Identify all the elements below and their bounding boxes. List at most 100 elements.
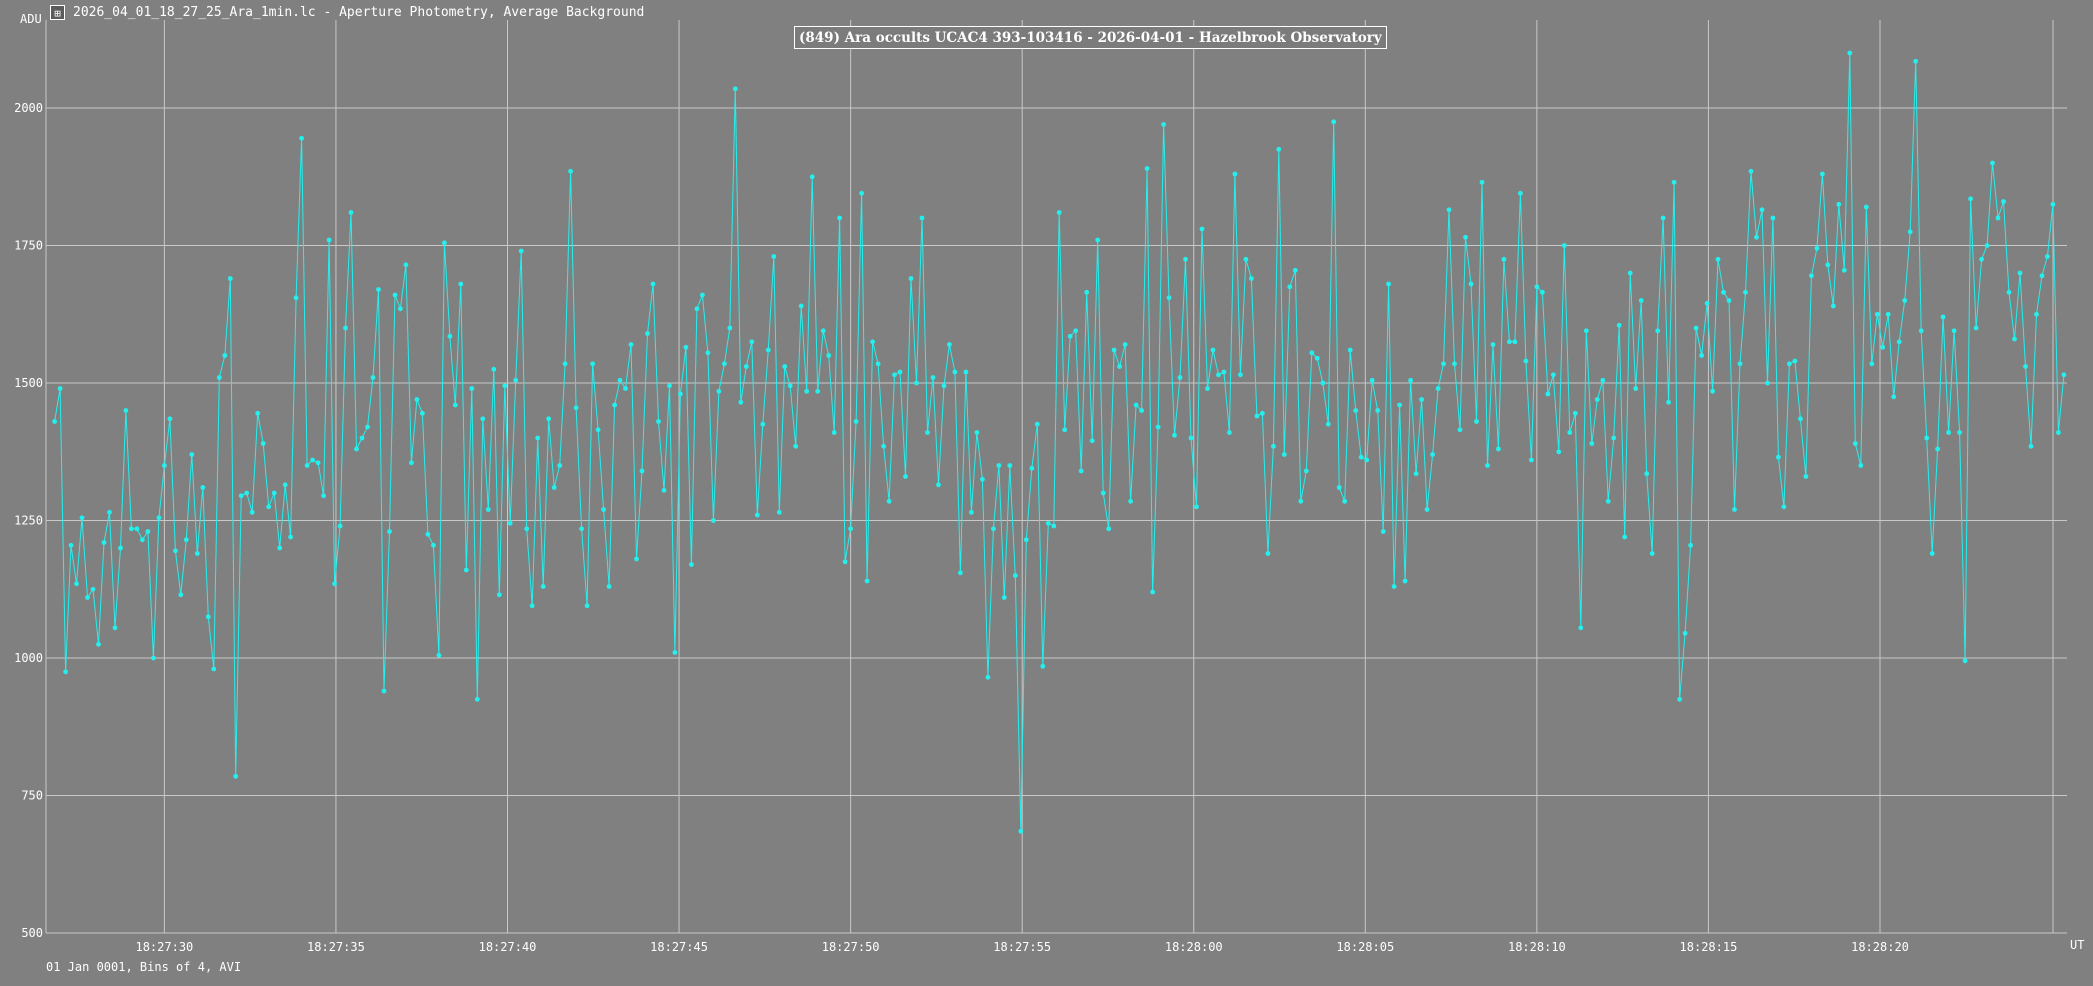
data-point xyxy=(1540,289,1545,295)
data-point xyxy=(1232,171,1238,177)
data-point xyxy=(727,325,733,331)
data-point xyxy=(925,430,930,435)
data-point xyxy=(628,342,634,347)
grid-lines xyxy=(46,20,2067,934)
data-point xyxy=(1243,256,1249,262)
data-point xyxy=(1095,237,1101,243)
data-point xyxy=(793,443,799,449)
data-point xyxy=(74,581,79,587)
data-point xyxy=(1885,311,1891,317)
data-point xyxy=(892,372,897,378)
data-point xyxy=(1111,347,1117,353)
data-point xyxy=(1644,471,1650,477)
data-point xyxy=(173,548,178,554)
data-point xyxy=(903,474,908,479)
data-point xyxy=(156,515,162,521)
data-point xyxy=(1518,190,1523,196)
data-point xyxy=(310,457,315,463)
data-point xyxy=(1880,344,1886,350)
data-point xyxy=(1874,311,1880,317)
data-point xyxy=(409,460,414,466)
data-point xyxy=(354,446,359,452)
data-point xyxy=(947,342,952,347)
data-point xyxy=(1325,421,1331,427)
data-point xyxy=(540,584,546,589)
data-point xyxy=(1594,397,1600,402)
data-point xyxy=(694,306,700,312)
series-layer xyxy=(52,50,2067,834)
data-point xyxy=(1342,498,1348,504)
data-point xyxy=(1073,328,1079,334)
series-line xyxy=(54,52,2065,832)
data-point xyxy=(1841,267,1847,273)
data-point xyxy=(1836,201,1842,207)
data-point xyxy=(678,391,683,397)
data-point xyxy=(529,603,535,609)
data-point xyxy=(1314,355,1320,361)
data-point xyxy=(244,490,250,496)
data-point xyxy=(1869,361,1875,367)
data-point xyxy=(875,361,881,367)
data-point xyxy=(140,537,145,543)
data-point xyxy=(518,248,524,254)
data-point xyxy=(969,509,974,515)
data-point xyxy=(1336,485,1342,490)
x-tick-label: 18:27:35 xyxy=(307,940,365,954)
data-point xyxy=(1984,243,1990,248)
data-point xyxy=(431,542,436,548)
data-point xyxy=(711,518,716,523)
data-point xyxy=(1210,347,1216,353)
data-point xyxy=(260,441,266,446)
data-point xyxy=(996,463,1002,468)
data-point xyxy=(326,237,332,243)
data-point xyxy=(584,603,590,609)
data-point xyxy=(617,377,623,383)
data-point xyxy=(1704,300,1710,306)
data-point xyxy=(222,353,228,358)
data-point xyxy=(162,463,167,468)
app-chart-icon[interactable]: ⊞ xyxy=(50,4,65,20)
x-tick-label: 18:28:05 xyxy=(1336,940,1394,954)
data-point xyxy=(1765,380,1770,386)
data-point xyxy=(1029,465,1035,471)
data-point xyxy=(1084,289,1090,295)
data-point xyxy=(1677,696,1682,702)
data-point xyxy=(831,430,837,435)
data-point xyxy=(1754,234,1759,240)
data-point xyxy=(732,86,738,92)
data-point xyxy=(376,287,381,292)
data-point xyxy=(919,215,925,221)
data-point xyxy=(420,410,425,416)
data-point xyxy=(1534,284,1540,290)
data-point xyxy=(1803,474,1809,479)
data-point xyxy=(1150,589,1155,595)
data-point xyxy=(1732,507,1737,512)
data-point xyxy=(321,493,326,499)
data-point xyxy=(249,509,255,515)
data-point xyxy=(2061,372,2067,378)
data-point xyxy=(952,369,958,375)
data-point xyxy=(485,507,491,512)
data-point xyxy=(760,421,766,427)
data-point xyxy=(1331,119,1337,125)
data-point xyxy=(1397,402,1402,408)
data-point xyxy=(1798,416,1803,422)
data-point xyxy=(1386,281,1391,287)
data-point xyxy=(469,386,475,391)
data-point xyxy=(68,542,74,548)
x-tick-label: 18:28:15 xyxy=(1680,940,1738,954)
data-point xyxy=(705,350,711,356)
data-point xyxy=(612,402,617,408)
data-point xyxy=(238,493,244,499)
data-point xyxy=(370,375,376,380)
data-point xyxy=(211,666,217,672)
data-point xyxy=(853,419,859,424)
data-point xyxy=(634,556,639,562)
data-point xyxy=(1825,262,1831,268)
data-point xyxy=(1007,463,1013,468)
x-tick-label: 18:27:55 xyxy=(993,940,1051,954)
data-point xyxy=(743,364,749,369)
data-point xyxy=(1001,595,1007,600)
data-point xyxy=(118,545,123,551)
